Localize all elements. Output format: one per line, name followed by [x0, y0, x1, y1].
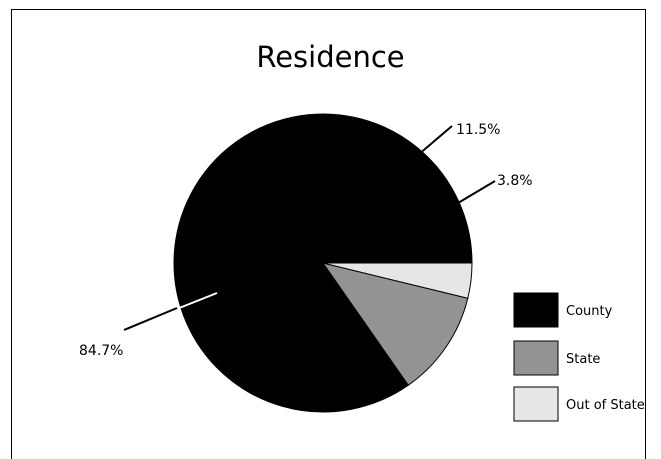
data-label-county: 84.7% [79, 343, 123, 359]
legend-label-county: County [566, 304, 613, 319]
legend-label-state: State [566, 352, 600, 367]
leader-line-state [397, 125, 453, 173]
leader-line-out-of-state [452, 180, 496, 207]
leader-line-outer-county [123, 307, 178, 331]
legend-label-out-of-state: Out of State [566, 398, 645, 413]
chart-title: Residence [256, 40, 405, 74]
pie-slice-state [321, 262, 469, 386]
data-label-state: 11.5% [456, 122, 500, 138]
pie-slice-out-of-state [322, 262, 473, 299]
legend-swatch-out-of-state [513, 386, 559, 422]
legend-swatch-state [513, 340, 559, 376]
legend-swatch-county [513, 292, 559, 328]
data-label-out-of-state: 3.8% [497, 173, 533, 189]
